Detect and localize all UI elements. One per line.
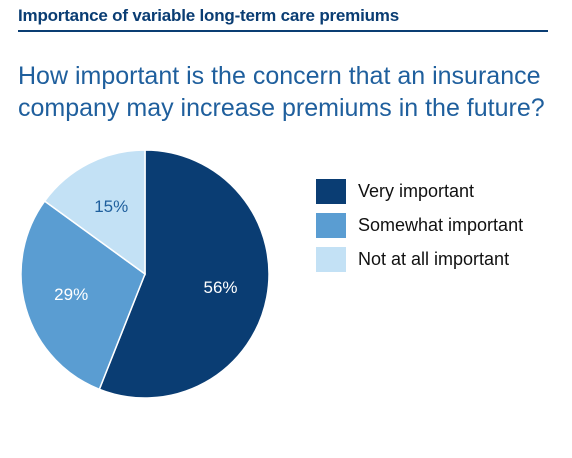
pie-slices xyxy=(20,149,270,399)
chart-legend: Very important Somewhat important Not at… xyxy=(316,174,523,276)
legend-label-somewhat-important: Somewhat important xyxy=(358,214,524,235)
legend-item-not-at-all-important: Not at all important xyxy=(316,242,523,276)
pie-label-very-important: 56% xyxy=(204,278,238,297)
pie-slice-not-at-all-important xyxy=(43,149,146,276)
pie-slice-somewhat-important xyxy=(20,200,146,391)
legend-label-not-at-all-important: Not at all important xyxy=(358,248,510,269)
legend-item-somewhat-important: Somewhat important xyxy=(316,208,523,242)
legend-label-very-important: Very important xyxy=(358,180,475,201)
chart-header-title: Importance of variable long-term care pr… xyxy=(18,6,399,25)
legend-swatch-very-important xyxy=(316,178,346,204)
pie-label-not-at-all-important: 15% xyxy=(94,197,128,216)
pie-slice-very-important xyxy=(98,149,270,399)
legend-item-very-important: Very important xyxy=(316,174,523,208)
legend-swatch-somewhat-important xyxy=(316,212,346,238)
pie-slice-labels: 56% 29% 15% xyxy=(54,197,237,304)
header-divider xyxy=(18,30,548,32)
pie-label-somewhat-important: 29% xyxy=(54,285,88,304)
legend-swatch-not-at-all-important xyxy=(316,246,346,272)
survey-question: How important is the concern that an ins… xyxy=(18,62,545,122)
